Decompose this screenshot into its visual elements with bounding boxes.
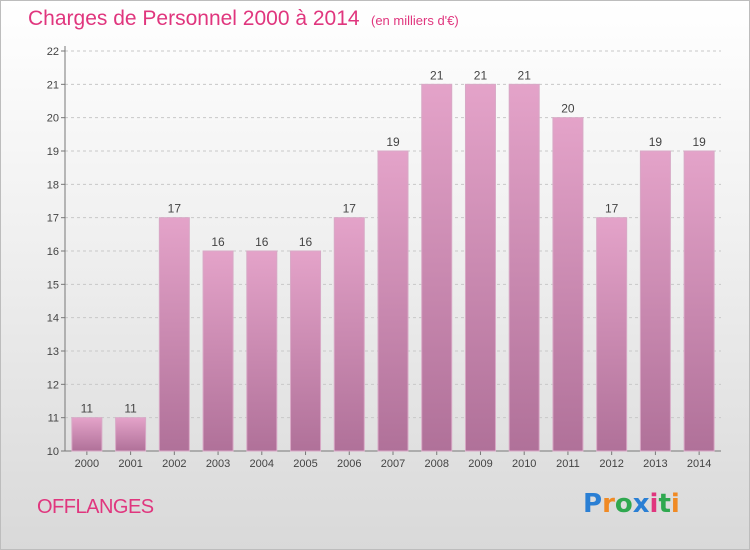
x-tick-label: 2004 xyxy=(250,458,274,470)
bar xyxy=(683,150,715,452)
bar xyxy=(464,83,496,452)
proxiti-logo[interactable]: Proxiti xyxy=(583,489,680,519)
y-tick-label: 21 xyxy=(47,79,59,91)
bar-value-label: 16 xyxy=(255,235,269,249)
y-tick-label: 12 xyxy=(47,379,59,391)
bar-value-label: 21 xyxy=(518,68,532,82)
y-tick-label: 10 xyxy=(47,446,59,458)
bar-value-label: 21 xyxy=(474,68,488,82)
bar xyxy=(333,217,365,452)
logo-letter: i xyxy=(670,489,680,519)
bar-value-label: 19 xyxy=(386,135,400,149)
logo-letter: x xyxy=(632,489,650,519)
x-tick-label: 2009 xyxy=(468,458,492,470)
bar xyxy=(596,217,628,452)
commune-name: OFFLANGES xyxy=(37,496,154,518)
x-tick-label: 2014 xyxy=(687,458,711,470)
y-tick-label: 11 xyxy=(48,413,59,425)
bar-value-label: 17 xyxy=(343,202,357,216)
logo-letter: P xyxy=(583,489,603,519)
x-tick-label: 2001 xyxy=(118,458,142,470)
x-tick-label: 2000 xyxy=(75,458,99,470)
bar-value-label: 16 xyxy=(299,235,313,249)
bar-value-label: 21 xyxy=(430,68,444,82)
x-tick-label: 2005 xyxy=(293,458,317,470)
bar xyxy=(377,150,409,452)
x-tick-label: 2010 xyxy=(512,458,536,470)
y-tick-label: 18 xyxy=(47,179,59,191)
x-tick-label: 2006 xyxy=(337,458,361,470)
bar-chart: 10 11 12 13 14 15 16 17 18 19 20 21 22 2000 2001 2002 20… xyxy=(47,46,721,470)
x-tick-label: 2012 xyxy=(599,458,623,470)
bar-value-label: 11 xyxy=(124,402,137,416)
bar xyxy=(508,83,540,452)
bar xyxy=(421,83,453,452)
bar xyxy=(158,217,190,452)
bar-value-label: 19 xyxy=(692,135,706,149)
y-tick-label: 22 xyxy=(47,46,59,58)
bar-value-label: 20 xyxy=(561,102,575,116)
x-tick-label: 2007 xyxy=(381,458,405,470)
bar-value-label: 16 xyxy=(211,235,225,249)
x-tick-label: 2008 xyxy=(424,458,448,470)
bar-value-label: 19 xyxy=(649,135,663,149)
bar xyxy=(71,417,103,452)
bar xyxy=(115,417,147,452)
data-labels: 11 11 17 16 16 16 17 19 21 21 21 20 17 19 19 xyxy=(81,68,706,415)
x-tick-label: 2013 xyxy=(643,458,667,470)
x-tick-label: 2003 xyxy=(206,458,230,470)
bar xyxy=(202,250,234,452)
y-tick-label: 15 xyxy=(47,279,59,291)
bar xyxy=(639,150,671,452)
bar-value-label: 17 xyxy=(605,202,619,216)
bar xyxy=(246,250,278,452)
logo-letter: i xyxy=(649,489,659,519)
x-tick-label: 2002 xyxy=(162,458,186,470)
y-tick-label: 17 xyxy=(47,213,59,225)
logo-letter: r xyxy=(602,489,615,519)
chart-subtitle: (en milliers d'€) xyxy=(371,13,459,28)
y-tick-label: 16 xyxy=(47,246,59,258)
bars xyxy=(71,83,715,452)
y-tick-label: 19 xyxy=(47,146,59,158)
y-tick-label: 14 xyxy=(47,313,59,325)
logo-letter: t xyxy=(658,489,671,519)
y-tick-label: 20 xyxy=(47,113,59,125)
bar xyxy=(552,117,584,452)
y-tick-label: 13 xyxy=(47,346,59,358)
logo-letter: o xyxy=(614,489,633,519)
bar-value-label: 11 xyxy=(81,402,94,416)
bar xyxy=(290,250,322,452)
bar-value-label: 17 xyxy=(168,202,182,216)
chart-title: Charges de Personnel 2000 à 2014 xyxy=(28,7,360,30)
x-tick-label: 2011 xyxy=(556,458,580,470)
